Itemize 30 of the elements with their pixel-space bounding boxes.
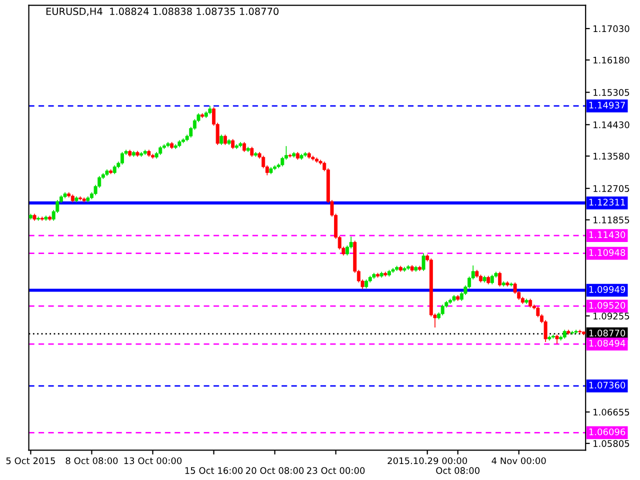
y-tick-label: 1.05805 xyxy=(594,440,630,447)
ref-line-label: 1.08494 xyxy=(589,340,626,347)
ref-line-label: 1.07360 xyxy=(589,382,626,389)
y-tick-label: 1.14430 xyxy=(594,121,630,128)
ref-line-label: 1.06096 xyxy=(589,428,626,436)
x-tick-label: 2015.10.29 00:00 xyxy=(388,457,468,464)
ref-line-label: 1.12311 xyxy=(589,198,625,206)
y-tick-label: 1.13580 xyxy=(594,152,630,160)
y-tick-label: 1.15305 xyxy=(594,89,630,96)
chart-title: EURUSD,H4 1.08824 1.08838 1.08735 1.08770 xyxy=(46,8,278,16)
x-tick-label: 15 Oct 16:00 xyxy=(185,467,243,474)
ref-line-label: 1.10948 xyxy=(589,249,626,256)
ref-line-label: 1.09949 xyxy=(589,286,626,293)
x-tick-label: 23 Oct 00:00 xyxy=(307,467,365,474)
x-tick-label: 8 Oct 08:00 xyxy=(66,457,118,464)
x-tick-label: 4 Nov 00:00 xyxy=(492,457,546,464)
y-tick-label: 1.06655 xyxy=(594,408,630,416)
x-tick-label: 5 Oct 2015 xyxy=(6,457,55,464)
y-tick-label: 1.09255 xyxy=(594,312,630,320)
y-tick-label: 1.12705 xyxy=(594,185,630,192)
ref-line-label: 1.09520 xyxy=(589,302,626,309)
ref-line-label: 1.08770 xyxy=(589,330,626,336)
x-tick-label: 20 Oct 08:00 xyxy=(246,467,304,474)
ref-line-label: 1.11430 xyxy=(589,231,626,238)
x-tick-label: Oct 08:00 xyxy=(436,467,480,474)
ref-line-label: 1.14937 xyxy=(589,102,625,109)
x-tick-label: 13 Oct 00:00 xyxy=(124,457,182,464)
y-tick-label: 1.16180 xyxy=(594,56,630,64)
y-tick-label: 1.11855 xyxy=(594,216,630,224)
y-tick-label: 1.17030 xyxy=(594,25,630,32)
